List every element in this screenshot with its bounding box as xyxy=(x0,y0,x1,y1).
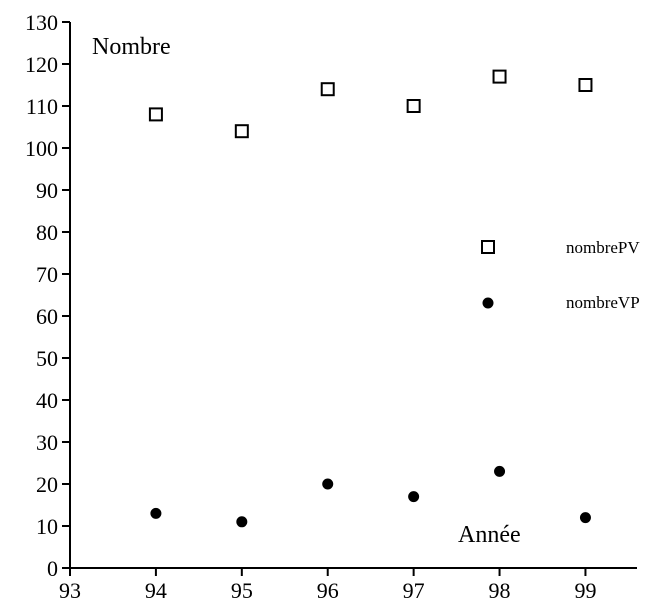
y-axis-title: Nombre xyxy=(92,34,171,60)
y-tick-label: 60 xyxy=(36,304,58,329)
ticks xyxy=(62,21,587,576)
point-nombrePV xyxy=(406,99,421,113)
point-nombrePV xyxy=(492,69,507,84)
y-tick-label: 20 xyxy=(36,472,58,497)
tick-labels: 0 10 20 30 40 50 60 70 80 90 100 110 120 130 93 94 95 96 9… xyxy=(25,10,596,603)
x-tick-label: 99 xyxy=(574,578,596,603)
y-tick-label: 100 xyxy=(25,136,58,161)
y-tick-label: 10 xyxy=(36,514,58,539)
x-tick-label: 97 xyxy=(403,578,425,603)
x-tick-label: 98 xyxy=(489,578,511,603)
x-tick-label: 94 xyxy=(145,578,167,603)
legend-label: nombrePV xyxy=(566,238,640,257)
y-tick-label: 50 xyxy=(36,346,58,371)
point-nombreVP xyxy=(579,512,591,524)
axes xyxy=(69,22,637,569)
y-tick-label: 0 xyxy=(47,556,58,581)
point-nombreVP xyxy=(150,507,162,519)
y-tick-label: 90 xyxy=(36,178,58,203)
point-nombrePV xyxy=(148,107,163,122)
point-nombrePV xyxy=(234,124,249,139)
y-tick-label: 130 xyxy=(25,10,58,35)
y-tick-label: 30 xyxy=(36,430,58,455)
point-nombreVP xyxy=(408,491,420,503)
y-tick-label: 80 xyxy=(36,220,58,245)
y-tick-label: 120 xyxy=(25,52,58,77)
y-tick-label: 40 xyxy=(36,388,58,413)
legend: nombrePV nombreVP xyxy=(481,238,640,312)
y-tick-label: 110 xyxy=(26,94,58,119)
legend-marker-circle xyxy=(482,297,494,309)
data-points xyxy=(148,69,593,528)
y-tick-label: 70 xyxy=(36,262,58,287)
point-nombreVP xyxy=(236,516,248,528)
point-nombreVP xyxy=(322,478,334,490)
x-axis-title: Année xyxy=(458,522,521,548)
legend-label: nombreVP xyxy=(566,293,640,312)
x-tick-label: 93 xyxy=(59,578,81,603)
x-tick-label: 95 xyxy=(231,578,253,603)
point-nombrePV xyxy=(320,82,335,97)
x-tick-label: 96 xyxy=(317,578,339,603)
legend-marker-square xyxy=(481,240,495,254)
point-nombrePV xyxy=(578,78,593,92)
point-nombreVP xyxy=(494,465,506,477)
